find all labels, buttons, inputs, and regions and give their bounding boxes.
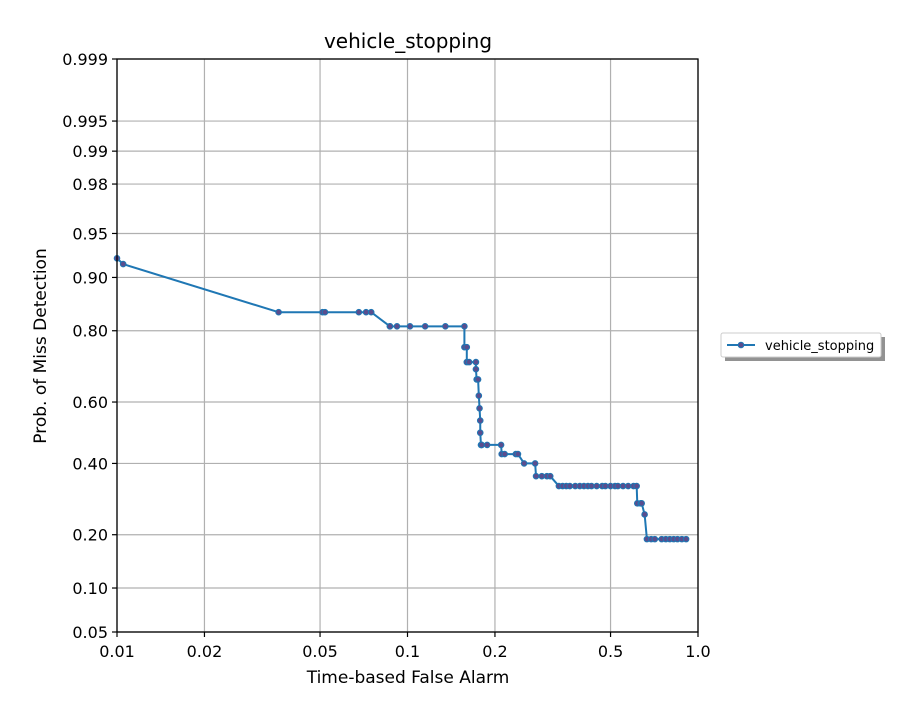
y-axis-label: Prob. of Miss Detection [31, 248, 51, 443]
data-point [393, 323, 401, 330]
x-tick-label: 0.05 [302, 642, 338, 661]
data-point [275, 308, 282, 316]
data-point [546, 472, 554, 480]
y-tick-label: 0.60 [72, 393, 108, 412]
x-tick-label: 0.2 [482, 642, 507, 661]
series-line [116, 257, 687, 541]
data-point [514, 450, 522, 458]
data-point [463, 343, 471, 351]
data-point [119, 260, 127, 268]
data-point [520, 460, 528, 467]
legend-marker-swatch [737, 341, 745, 349]
data-point [472, 365, 480, 373]
data-point [497, 441, 505, 449]
data-point [483, 441, 491, 449]
data-point [638, 500, 645, 507]
y-tick-label: 0.80 [72, 322, 108, 341]
data-point [386, 323, 394, 330]
data-point [593, 482, 600, 490]
data-point [476, 417, 484, 424]
data-point [461, 323, 468, 330]
data-point [476, 429, 484, 437]
y-tick-label: 0.10 [72, 579, 108, 598]
data-point [442, 323, 449, 330]
data-point [651, 535, 659, 543]
y-tick-label: 0.995 [62, 112, 108, 131]
data-point [532, 472, 540, 480]
data-point [367, 308, 375, 316]
legend: vehicle_stopping [720, 332, 885, 361]
y-tick-label: 0.20 [72, 526, 108, 545]
data-point [531, 460, 539, 467]
data-point [321, 308, 329, 316]
legend-box [720, 332, 882, 358]
data-point [624, 482, 632, 490]
data-point [421, 323, 429, 330]
series-layer [113, 255, 690, 543]
legend-label: vehicle_stopping [765, 339, 874, 354]
data-point [641, 511, 648, 518]
data-point [682, 535, 690, 543]
chart-title: vehicle_stopping [324, 29, 492, 53]
data-point [406, 323, 414, 330]
grid-layer [116, 58, 699, 633]
y-tick-label: 0.99 [72, 142, 108, 161]
x-tick-label: 1.0 [685, 642, 710, 661]
data-point [566, 482, 574, 490]
x-tick-label: 0.01 [99, 642, 135, 661]
data-point [355, 308, 363, 316]
data-point [478, 441, 485, 449]
x-tick-label: 0.02 [187, 642, 223, 661]
data-point [501, 450, 508, 458]
tick-layer: 0.01 0.02 0.05 0.1 0.2 0.5 1.0 0.05 0.10 0.20 0.40… [62, 50, 711, 661]
x-tick-label: 0.5 [598, 642, 623, 661]
data-point [633, 482, 640, 490]
data-point [465, 358, 473, 366]
data-point [476, 404, 483, 412]
y-tick-label: 0.05 [72, 623, 108, 642]
data-point [474, 376, 482, 383]
y-tick-label: 0.40 [72, 454, 108, 473]
x-tick-label: 0.1 [395, 642, 420, 661]
y-tick-label: 0.999 [62, 50, 108, 69]
y-tick-label: 0.98 [72, 175, 108, 194]
x-axis-label: Time-based False Alarm [306, 668, 510, 688]
y-tick-label: 0.95 [72, 224, 108, 243]
y-tick-label: 0.90 [72, 268, 108, 287]
data-point [475, 392, 483, 400]
data-point [472, 358, 480, 366]
